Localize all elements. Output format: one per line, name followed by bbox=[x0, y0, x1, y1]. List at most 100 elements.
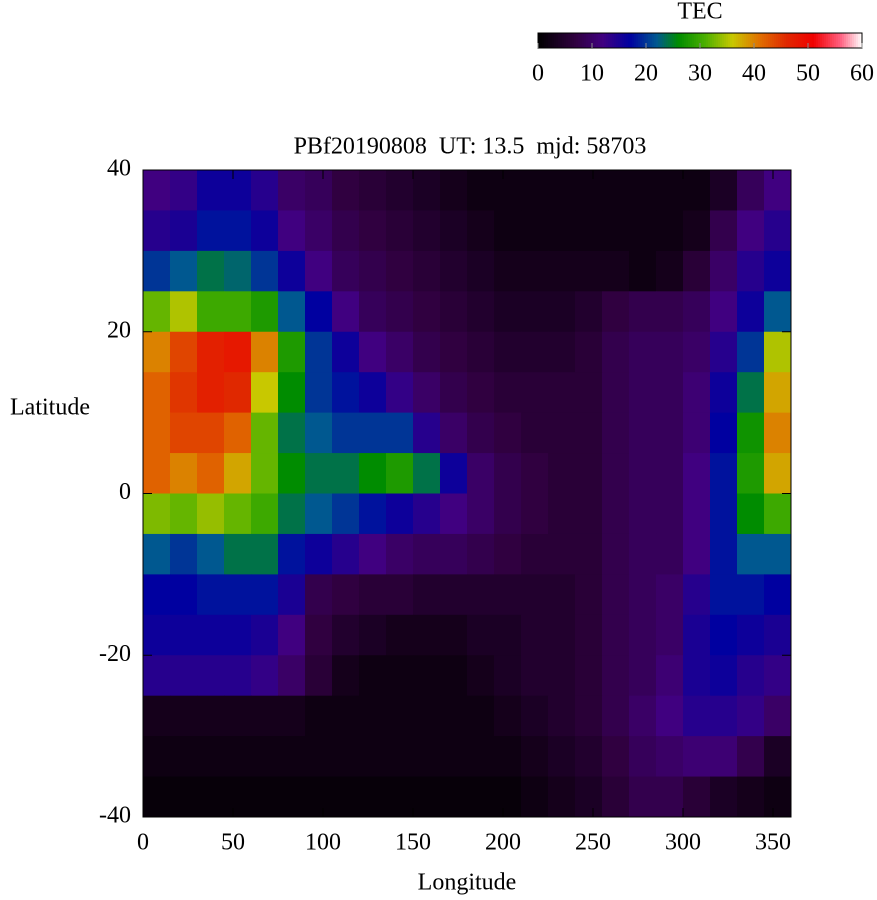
heat-cell bbox=[224, 170, 252, 211]
colorbar-swatch bbox=[736, 33, 739, 48]
heat-cell bbox=[683, 170, 711, 211]
heat-cell bbox=[224, 493, 252, 535]
heat-cell bbox=[332, 574, 360, 616]
heat-cell bbox=[656, 493, 684, 535]
colorbar-swatch bbox=[542, 33, 545, 48]
colorbar-swatch bbox=[772, 33, 775, 48]
heat-cell bbox=[467, 776, 495, 818]
heat-cell bbox=[386, 655, 414, 697]
heat-cell bbox=[467, 655, 495, 697]
heat-cell bbox=[359, 493, 387, 535]
heat-cell bbox=[575, 412, 603, 454]
colorbar-swatch bbox=[846, 33, 849, 48]
heat-cell bbox=[521, 493, 549, 535]
colorbar-swatch bbox=[762, 33, 765, 48]
colorbar-swatch bbox=[590, 33, 593, 48]
colorbar-swatch bbox=[582, 33, 585, 48]
heat-cell bbox=[278, 655, 306, 697]
colorbar-swatch bbox=[712, 33, 715, 48]
heat-cell bbox=[413, 574, 441, 616]
colorbar-swatch bbox=[728, 33, 731, 48]
colorbar-swatch bbox=[588, 33, 591, 48]
colorbar-swatch bbox=[818, 33, 821, 48]
heat-cell bbox=[521, 655, 549, 697]
heat-cell bbox=[413, 493, 441, 535]
y-tick-label: -20 bbox=[99, 641, 131, 667]
heat-cell bbox=[710, 695, 738, 737]
heat-cell bbox=[278, 614, 306, 656]
colorbar-swatch bbox=[822, 33, 825, 48]
heat-cell bbox=[170, 250, 198, 292]
colorbar-swatch bbox=[566, 33, 569, 48]
heat-cell bbox=[170, 372, 198, 414]
colorbar-swatch bbox=[850, 33, 853, 48]
colorbar-swatch bbox=[748, 33, 751, 48]
colorbar-swatch bbox=[614, 33, 617, 48]
heat-cell bbox=[602, 210, 630, 252]
heat-cell bbox=[143, 533, 171, 575]
heat-cell bbox=[440, 614, 468, 656]
heat-cell bbox=[143, 291, 171, 333]
heat-cell bbox=[710, 331, 738, 373]
colorbar-swatch bbox=[670, 33, 673, 48]
heat-cell bbox=[548, 372, 576, 414]
heat-cell bbox=[737, 291, 765, 333]
colorbar-swatch bbox=[600, 33, 603, 48]
heat-cell bbox=[251, 695, 279, 737]
heat-cell bbox=[575, 574, 603, 616]
heat-cell bbox=[683, 331, 711, 373]
heat-cell bbox=[440, 493, 468, 535]
heat-cell bbox=[710, 210, 738, 252]
heat-cell bbox=[440, 533, 468, 575]
heat-cell bbox=[521, 736, 549, 778]
heat-cell bbox=[629, 412, 657, 454]
heat-cell bbox=[143, 210, 171, 252]
colorbar-swatch bbox=[546, 33, 549, 48]
colorbar-swatch bbox=[812, 33, 815, 48]
heat-cell bbox=[548, 291, 576, 333]
heat-cell bbox=[197, 736, 225, 778]
heat-cell bbox=[143, 170, 171, 211]
colorbar-swatch bbox=[706, 33, 709, 48]
heat-cell bbox=[440, 331, 468, 373]
heat-cell bbox=[602, 493, 630, 535]
colorbar-swatch bbox=[636, 33, 639, 48]
colorbar-swatch bbox=[816, 33, 819, 48]
heat-cell bbox=[359, 210, 387, 252]
heat-cell bbox=[602, 412, 630, 454]
colorbar-swatch bbox=[550, 33, 553, 48]
colorbar-swatch bbox=[838, 33, 841, 48]
colorbar-swatch bbox=[686, 33, 689, 48]
heat-cell bbox=[521, 776, 549, 818]
heat-cell bbox=[440, 695, 468, 737]
heat-cell bbox=[629, 210, 657, 252]
heat-cell bbox=[764, 170, 792, 211]
heat-cell bbox=[494, 412, 522, 454]
colorbar-swatch bbox=[820, 33, 823, 48]
colorbar-swatch bbox=[560, 33, 563, 48]
heat-cell bbox=[386, 453, 414, 494]
heat-cell bbox=[413, 655, 441, 697]
colorbar-swatch bbox=[616, 33, 619, 48]
heat-cell bbox=[494, 210, 522, 252]
heat-cell bbox=[683, 655, 711, 697]
heat-cell bbox=[710, 736, 738, 778]
heat-cell bbox=[332, 614, 360, 656]
colorbar-swatch bbox=[774, 33, 777, 48]
heat-cell bbox=[305, 331, 333, 373]
colorbar-swatch bbox=[716, 33, 719, 48]
heat-cell bbox=[548, 412, 576, 454]
heat-cell bbox=[629, 331, 657, 373]
heat-cell bbox=[710, 493, 738, 535]
heat-cell bbox=[386, 574, 414, 616]
heat-cell bbox=[224, 412, 252, 454]
heat-cell bbox=[737, 614, 765, 656]
heat-cell bbox=[170, 170, 198, 211]
heat-cell bbox=[575, 736, 603, 778]
colorbar-swatch bbox=[788, 33, 791, 48]
heat-cell bbox=[467, 614, 495, 656]
heat-cell bbox=[656, 412, 684, 454]
heat-cell bbox=[170, 412, 198, 454]
y-tick-label: 20 bbox=[107, 317, 131, 343]
heat-cell bbox=[413, 533, 441, 575]
